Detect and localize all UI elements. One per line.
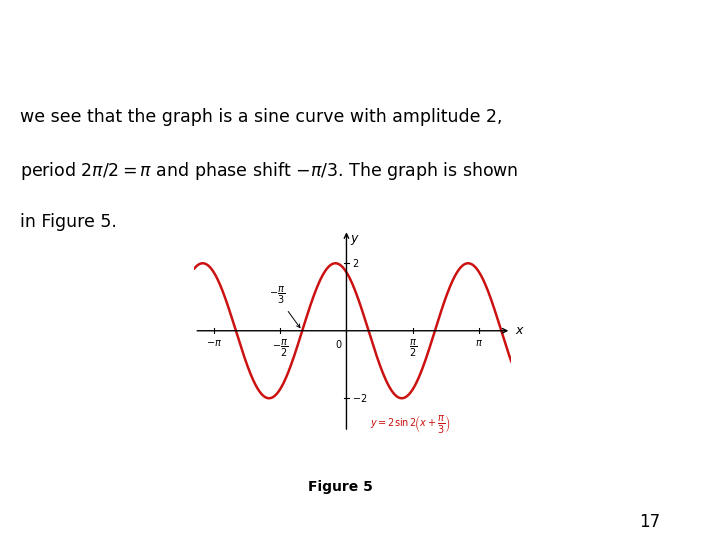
- Text: $y$: $y$: [350, 233, 360, 247]
- Text: 17: 17: [639, 513, 660, 531]
- Text: $-\dfrac{\pi}{3}$: $-\dfrac{\pi}{3}$: [269, 286, 300, 328]
- Text: $-\pi$: $-\pi$: [206, 338, 222, 348]
- Text: we see that the graph is a sine curve with amplitude 2,: we see that the graph is a sine curve wi…: [20, 107, 503, 125]
- Text: $\pi$: $\pi$: [475, 338, 483, 348]
- Text: Solution: Solution: [282, 18, 412, 46]
- Text: $0$: $0$: [335, 338, 342, 349]
- Text: $x$: $x$: [515, 324, 524, 338]
- Text: $y = 2\sin 2\!\left(x + \dfrac{\pi}{3}\right)$: $y = 2\sin 2\!\left(x + \dfrac{\pi}{3}\r…: [369, 414, 451, 435]
- Text: Figure 5: Figure 5: [307, 480, 373, 494]
- Text: period $2\pi/2 = \pi$ and phase shift $-\pi/3$. The graph is shown: period $2\pi/2 = \pi$ and phase shift $-…: [20, 160, 519, 183]
- Text: Example 9 –: Example 9 –: [11, 26, 206, 54]
- Text: $-2$: $-2$: [351, 392, 367, 404]
- Text: cont’d: cont’d: [663, 52, 702, 65]
- Text: $2$: $2$: [351, 257, 359, 269]
- Text: $\dfrac{\pi}{2}$: $\dfrac{\pi}{2}$: [409, 338, 417, 359]
- Text: in Figure 5.: in Figure 5.: [20, 213, 117, 231]
- Text: $-\dfrac{\pi}{2}$: $-\dfrac{\pi}{2}$: [272, 338, 288, 359]
